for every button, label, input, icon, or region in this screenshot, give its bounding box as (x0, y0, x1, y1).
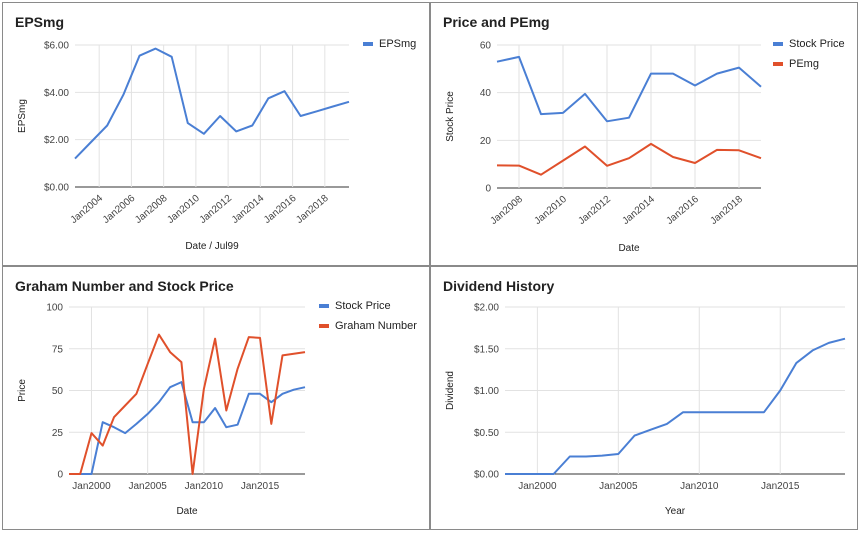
y-tick-label: 60 (480, 41, 492, 52)
x-tick-label: Jan2006 (101, 193, 138, 226)
y-tick-label: $6.00 (44, 41, 69, 52)
series-line-dividend (505, 337, 846, 475)
y-tick-label: 0 (57, 470, 63, 481)
legend-label: PEmg (789, 58, 819, 70)
x-tick-label: Jan2016 (262, 193, 299, 226)
chart-title: Graham Number and Stock Price (15, 278, 234, 294)
chart-title: EPSmg (15, 14, 64, 30)
x-axis-title: Date / Jul99 (185, 241, 239, 252)
y-tick-label: $4.00 (44, 88, 69, 99)
y-tick-label: $1.50 (474, 344, 499, 355)
y-tick-label: $2.00 (44, 135, 69, 146)
x-tick-label: Jan2005 (128, 481, 167, 492)
panel-dividend: Dividend History $0.00 $0.50 $1.00 $1.50 $2.0… (430, 266, 858, 530)
x-tick-label: Jan2014 (620, 194, 657, 227)
chart-title: Dividend History (443, 278, 554, 294)
chart-title: Price and PEmg (443, 14, 550, 30)
y-tick-label: $1.00 (474, 386, 499, 397)
y-tick-label: 0 (485, 184, 491, 195)
x-tick-label: Jan2018 (708, 194, 745, 227)
legend-swatch (773, 62, 783, 66)
x-tick-label: Jan2016 (664, 194, 701, 227)
legend-swatch (773, 42, 783, 46)
x-tick-label: Jan2018 (294, 193, 331, 226)
y-tick-label: 20 (480, 136, 492, 147)
series-line-stock-price (496, 55, 762, 123)
y-tick-label: 40 (480, 88, 492, 99)
legend-swatch (319, 304, 329, 308)
x-axis-title: Date (618, 243, 640, 254)
series-line-epsmg (74, 47, 350, 160)
legend-label: EPSmg (379, 38, 416, 50)
y-axis-title: Price (17, 379, 28, 402)
y-tick-label: 100 (46, 303, 63, 314)
series-line-pemg (496, 142, 762, 176)
x-tick-label: Jan2000 (518, 481, 557, 492)
y-tick-label: $0.00 (474, 470, 499, 481)
chart-epsmg: EPSmg$0.00$2.00$4.00$6.00Jan2004Jan2006J… (15, 14, 416, 252)
legend-label: Graham Number (335, 320, 417, 332)
legend-label: Stock Price (335, 300, 391, 312)
series-line-stock-price (69, 381, 306, 475)
legend-swatch (363, 42, 373, 46)
y-axis-title: Stock Price (445, 91, 456, 142)
x-tick-label: Jan2010 (532, 194, 569, 227)
x-tick-label: Jan2012 (576, 194, 613, 227)
x-tick-label: Jan2015 (241, 481, 280, 492)
x-tick-label: Jan2004 (69, 193, 106, 226)
chart-dividend: Dividend History $0.00 $0.50 $1.00 $1.50 $2.0… (443, 278, 846, 517)
x-tick-label: Jan2005 (599, 481, 638, 492)
x-tick-label: Jan2010 (165, 193, 202, 226)
y-tick-label: $0.00 (44, 183, 69, 194)
x-tick-label: Jan2008 (133, 193, 170, 226)
x-tick-label: Jan2008 (488, 194, 525, 227)
y-axis-title: Dividend (445, 371, 456, 410)
panel-graham: Graham Number and Stock Price 0 25 50 75 100 J… (2, 266, 430, 530)
x-tick-label: Jan2000 (72, 481, 111, 492)
panel-epsmg: EPSmg $0.00 $2.00 $4.00 $6.00 Jan2004 Jan2006 J… (2, 2, 430, 266)
chart-graham: Graham Number and Stock Price 0 25 50 75 100 J… (15, 278, 417, 517)
legend-label: Stock Price (789, 38, 845, 50)
legend-swatch (319, 324, 329, 328)
y-tick-label: 25 (52, 428, 64, 439)
x-tick-label: Jan2012 (198, 193, 235, 226)
y-tick-label: 75 (52, 344, 64, 355)
y-axis-title: EPSmg (17, 99, 28, 133)
x-tick-label: Jan2010 (680, 481, 719, 492)
x-tick-label: Jan2015 (761, 481, 800, 492)
x-tick-label: Jan2010 (185, 481, 224, 492)
x-axis-title: Year (665, 506, 686, 517)
series-line-graham-number (69, 333, 306, 475)
y-tick-label: $2.00 (474, 303, 499, 314)
y-tick-label: 50 (52, 386, 64, 397)
y-tick-label: $0.50 (474, 428, 499, 439)
x-tick-label: Jan2014 (230, 193, 267, 226)
x-axis-title: Date (176, 506, 198, 517)
panel-price-pemg: Price and PEmg 0 20 40 60 Jan2008 Jan2010 Jan20… (430, 2, 858, 266)
